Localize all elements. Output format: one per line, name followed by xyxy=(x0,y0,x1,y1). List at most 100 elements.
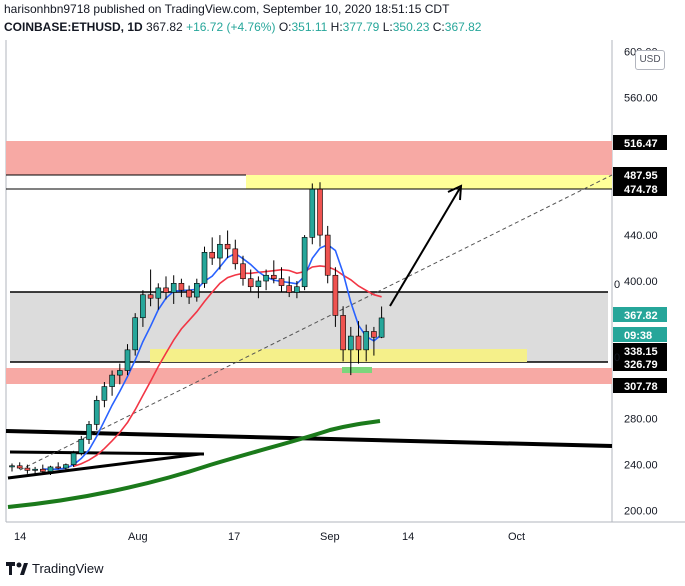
candle xyxy=(363,331,370,351)
price-tag-label: 367.82 xyxy=(624,310,658,322)
price-tags: 516.47 487.95 474.78 367.82 09:38 338.15326.7… xyxy=(613,135,667,393)
candle xyxy=(332,274,339,316)
time-tick-label: 14 xyxy=(402,531,414,543)
candle xyxy=(39,468,46,472)
candle xyxy=(70,452,77,465)
candle xyxy=(170,282,177,293)
triangle-upper-line[interactable] xyxy=(9,450,205,456)
resistance-zone-yellow xyxy=(246,175,612,189)
low-value: 350.23 xyxy=(392,20,430,34)
candle xyxy=(32,468,38,471)
candle xyxy=(255,280,262,288)
candle xyxy=(155,287,162,299)
footer-brand-text: TradingView xyxy=(32,560,104,576)
price-tick-label: 240.00 xyxy=(624,460,658,472)
time-tick-label: 17 xyxy=(228,531,240,543)
price-change: +16.72 (+4.76%) xyxy=(186,20,276,34)
candle xyxy=(178,282,185,291)
price-tag-bg xyxy=(613,343,667,358)
candles-group xyxy=(9,182,385,475)
candle xyxy=(163,287,169,293)
price-tag-bg xyxy=(613,378,667,393)
time-tick-label: Aug xyxy=(128,531,148,543)
price-tag-bg xyxy=(613,135,667,150)
projection-arrow[interactable] xyxy=(389,187,461,307)
candle xyxy=(186,289,192,298)
low-label: L: xyxy=(382,20,393,34)
footer-branding: TradingView xyxy=(6,560,104,576)
candle xyxy=(117,370,123,376)
price-tag-bg xyxy=(613,167,667,182)
high-label: H: xyxy=(330,20,343,34)
close-label: C: xyxy=(432,20,445,34)
time-tick-label: Oct xyxy=(508,531,525,543)
level-zero-label-bottom: 0 xyxy=(614,352,620,364)
price-tick-label: 440.00 xyxy=(624,230,658,242)
price-tag-label: 326.79 xyxy=(624,359,658,371)
time-axis[interactable]: 14 Aug 17 Sep 14 Oct xyxy=(14,531,525,543)
candle xyxy=(340,315,346,351)
open-value: 351.11 xyxy=(291,20,328,34)
price-tag-label: 516.47 xyxy=(624,138,658,150)
time-tick-label: 14 xyxy=(14,531,26,543)
candle xyxy=(47,466,54,472)
candle xyxy=(194,282,200,298)
candle xyxy=(101,386,108,401)
candle xyxy=(347,335,354,351)
candle xyxy=(140,294,146,319)
level-zero-label-top: 0 xyxy=(614,279,620,291)
candle xyxy=(278,278,285,286)
price-tag-bg xyxy=(613,307,667,322)
dashed-trendline[interactable] xyxy=(19,174,613,471)
price-tag-label: 307.78 xyxy=(624,381,658,393)
candle xyxy=(201,252,208,284)
candle xyxy=(209,252,215,259)
support-zone-yellow xyxy=(150,349,527,362)
time-tick-label: Sep xyxy=(320,531,340,543)
candle xyxy=(224,243,231,250)
price-tick-label: 280.00 xyxy=(624,414,658,426)
candle xyxy=(232,248,239,265)
price-tag-label: 09:38 xyxy=(624,330,652,342)
ma-200-line xyxy=(7,419,381,509)
candle xyxy=(109,374,115,387)
price-axis[interactable]: 600.00560.00440.00400.00280.00240.00200.… xyxy=(624,46,658,517)
candle xyxy=(309,188,316,238)
candle xyxy=(324,234,331,276)
candle xyxy=(55,466,62,469)
candle xyxy=(247,278,254,288)
candle xyxy=(24,467,31,471)
candle xyxy=(93,400,100,425)
close-value: 367.82 xyxy=(444,20,482,34)
tradingview-logo-icon xyxy=(6,562,28,575)
open-label: O: xyxy=(278,20,292,34)
candle xyxy=(286,285,293,293)
candle xyxy=(16,465,23,469)
price-tag-bg xyxy=(613,181,667,196)
candle xyxy=(294,286,300,293)
triangle-lower-line[interactable] xyxy=(7,452,201,480)
candle xyxy=(371,331,377,338)
candle xyxy=(132,317,138,351)
candle xyxy=(240,263,246,280)
price-tag-bg xyxy=(613,327,667,342)
candle xyxy=(317,188,323,236)
candle xyxy=(78,439,85,454)
price-tick-label: 200.00 xyxy=(624,506,658,518)
candle xyxy=(378,317,385,338)
high-value: 377.79 xyxy=(342,20,380,34)
price-tick-label: 560.00 xyxy=(624,92,658,104)
candle xyxy=(270,274,277,280)
candle xyxy=(9,465,15,468)
support-marker-green xyxy=(342,367,372,373)
price-tag-label: 487.95 xyxy=(624,170,658,182)
candle xyxy=(263,274,269,282)
publish-info: harisonhbn9718 published on TradingView.… xyxy=(4,2,450,16)
currency-button[interactable]: USD xyxy=(635,50,665,70)
symbol-label[interactable]: COINBASE:ETHUSD, 1D xyxy=(4,20,143,34)
price-tag-label: 338.15 xyxy=(624,346,658,358)
candle xyxy=(301,237,308,288)
symbol-legend: COINBASE:ETHUSD, 1D 367.82 +16.72 (+4.76… xyxy=(4,20,481,34)
price-tag-label: 474.78 xyxy=(624,184,658,196)
